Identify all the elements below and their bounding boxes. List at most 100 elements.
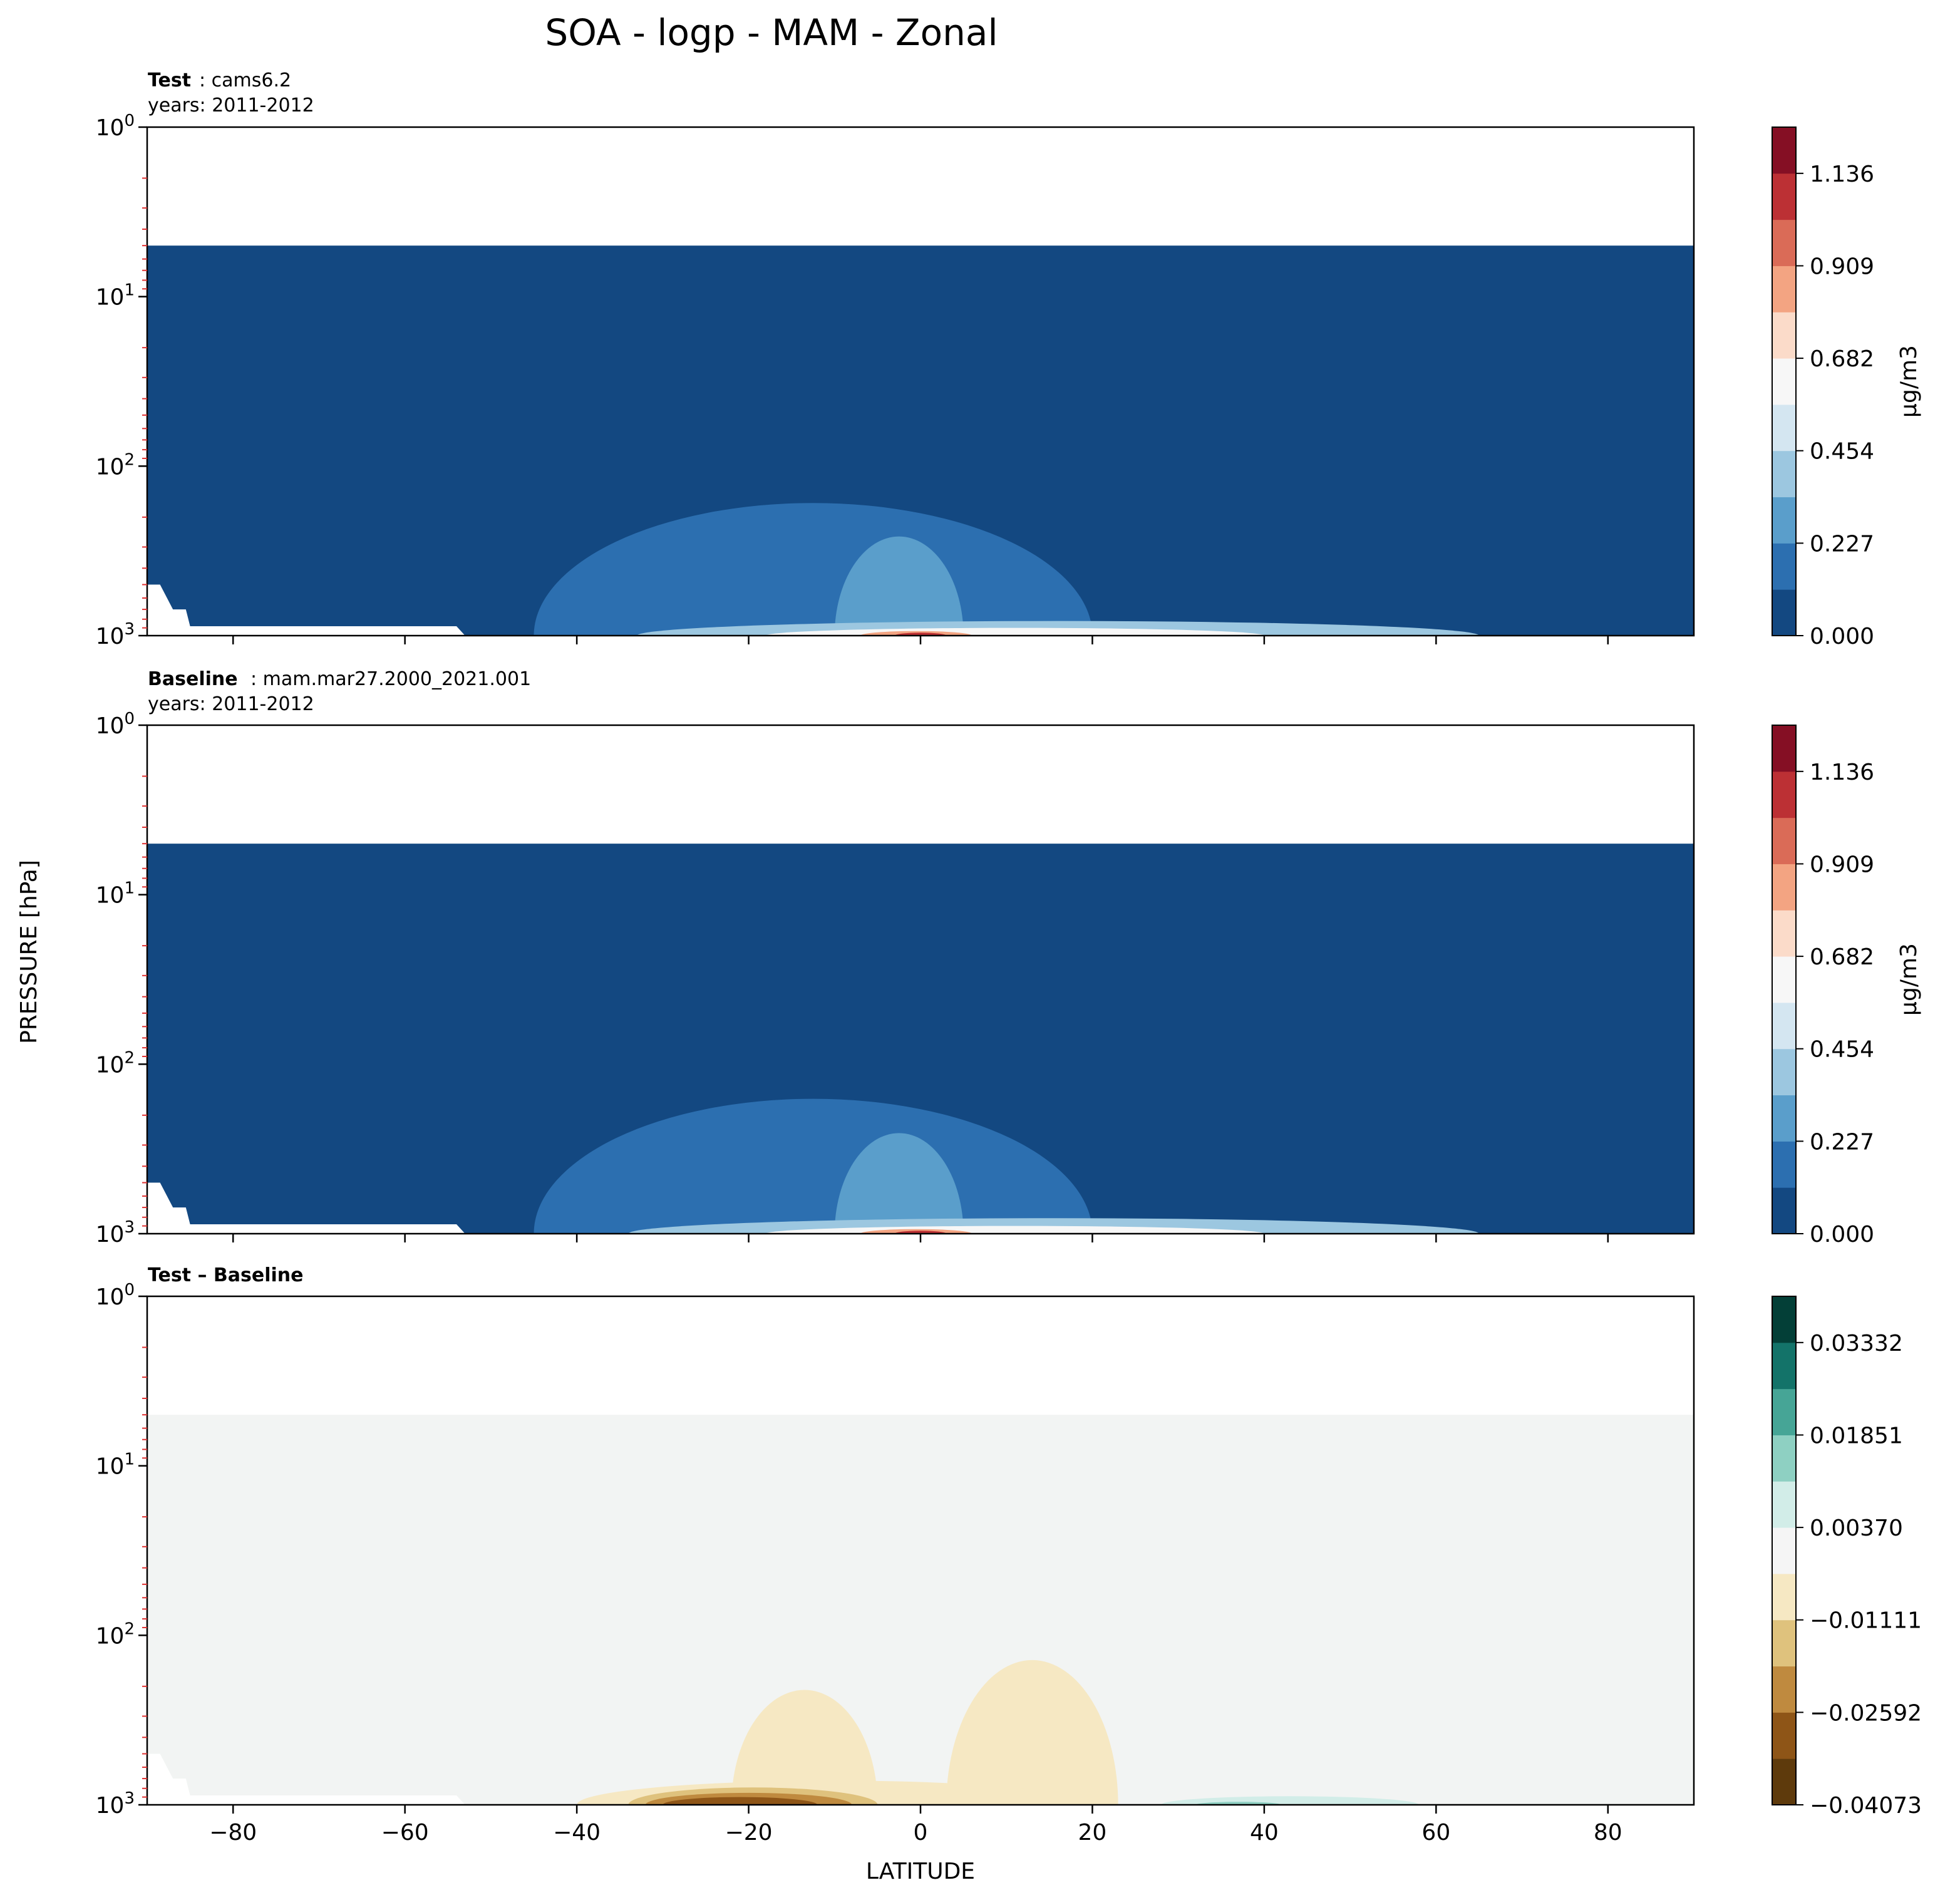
y-tick-label: 103	[96, 1218, 135, 1247]
colorbar: 0.000 0.227 0.454 0.682 0.909 1.136 μg/m3	[1772, 725, 1922, 1247]
colorbar-label: μg/m3	[1896, 943, 1922, 1016]
y-axis: 100 101 102 103	[96, 111, 147, 649]
colorbar-segment	[1772, 219, 1796, 266]
x-tick-label: −80	[209, 1820, 257, 1846]
colorbar-segment	[1772, 543, 1796, 590]
colorbar-segment	[1772, 1187, 1796, 1234]
contour-region	[663, 1797, 818, 1805]
colorbar-segment	[1772, 589, 1796, 636]
plot-area	[147, 844, 1694, 1234]
y-tick-label: 102	[96, 1048, 135, 1078]
y-tick-label: 102	[96, 1619, 135, 1649]
colorbar-segment	[1772, 956, 1796, 1003]
panel-subtitle: years: 2011-2012	[148, 693, 314, 715]
colorbar-segment	[1772, 1048, 1796, 1096]
colorbar-tick-label: 0.227	[1810, 531, 1874, 557]
colorbar-tick-label: −0.02592	[1810, 1700, 1922, 1726]
y-axis: 100 101 102 103	[96, 1281, 147, 1819]
colorbar-segment	[1772, 725, 1796, 772]
colorbar-segment	[1772, 1002, 1796, 1050]
x-tick-label: 40	[1250, 1820, 1279, 1846]
surface-mask	[147, 1753, 465, 1805]
colorbar-segment	[1772, 1481, 1796, 1528]
colorbar-segment	[1772, 864, 1796, 911]
colorbar-segment	[1772, 127, 1796, 174]
panel-title-bold: Baseline	[148, 668, 238, 690]
colorbar-segment	[1772, 817, 1796, 864]
x-axis: −80 −60 −40 −20 0 20 40 60 80	[209, 1805, 1622, 1846]
panel-subtitle: years: 2011-2012	[148, 95, 314, 116]
x-axis	[232, 1234, 1609, 1242]
colorbar-frame	[1772, 725, 1797, 1234]
colorbar-tick-label: 1.136	[1810, 760, 1874, 785]
colorbar-tick-label: −0.01111	[1810, 1608, 1922, 1634]
colorbar-segment	[1772, 312, 1796, 359]
colorbar-tick-label: 0.03332	[1810, 1331, 1903, 1356]
x-tick-label: 60	[1421, 1820, 1450, 1846]
y-tick-label: 100	[96, 710, 135, 739]
colorbar-segment	[1772, 1619, 1796, 1667]
panel-title-bold: Test	[148, 70, 191, 91]
y-axis-label: PRESSURE [hPa]	[16, 860, 42, 1044]
colorbar-segment	[1772, 1712, 1796, 1759]
plot-area	[147, 245, 1694, 636]
colorbar-segment	[1772, 1666, 1796, 1713]
y-tick-label: 103	[96, 1789, 135, 1819]
colorbar-segment	[1772, 1435, 1796, 1482]
y-axis: 100 101 102 103	[96, 710, 147, 1247]
colorbar-tick-label: 0.227	[1810, 1129, 1874, 1155]
x-tick-label: 20	[1078, 1820, 1107, 1846]
colorbar-segment	[1772, 771, 1796, 818]
contour-region	[834, 1133, 964, 1234]
colorbar-segment	[1772, 1758, 1796, 1805]
colorbar-segment	[1772, 358, 1796, 405]
y-tick-label: 101	[96, 879, 135, 909]
contour-region	[946, 1660, 1118, 1805]
x-tick-label: 0	[914, 1820, 928, 1846]
colorbar-tick-label: 0.682	[1810, 944, 1874, 970]
x-tick-label: −20	[725, 1820, 773, 1846]
colorbar-tick-label: 1.136	[1810, 162, 1874, 187]
x-axis-label: LATITUDE	[866, 1859, 975, 1884]
colorbar-segment	[1772, 404, 1796, 452]
colorbar-segment	[1772, 173, 1796, 220]
figure-title: SOA - logp - MAM - Zonal	[545, 11, 998, 54]
contour-region	[731, 1690, 878, 1805]
colorbar-segment	[1772, 1095, 1796, 1142]
x-axis	[232, 636, 1609, 644]
y-tick-label: 102	[96, 450, 135, 480]
colorbar-tick-label: 0.909	[1810, 852, 1874, 877]
colorbar-tick-label: 0.00370	[1810, 1515, 1903, 1541]
colorbar-tick-label: 0.909	[1810, 254, 1874, 279]
panel-difference: Test – Baseline 100 101 102 103 −80 −60 −40 −2…	[96, 1264, 1922, 1846]
panel-title-rest: : cams6.2	[199, 70, 291, 91]
panel-baseline: Baseline : mam.mar27.2000_2021.001 years…	[96, 668, 1922, 1247]
colorbar-segment	[1772, 266, 1796, 312]
colorbar-segment	[1772, 450, 1796, 498]
colorbar-frame	[1772, 126, 1797, 636]
surface-mask	[147, 584, 465, 636]
plot-area	[147, 1415, 1694, 1805]
colorbar-segment	[1772, 1296, 1796, 1343]
colorbar-tick-label: −0.04073	[1810, 1793, 1922, 1819]
colorbar-segment	[1772, 1342, 1796, 1390]
y-tick-label: 101	[96, 1450, 135, 1480]
x-tick-label: −60	[381, 1820, 429, 1846]
colorbar-tick-label: 0.682	[1810, 346, 1874, 372]
x-tick-label: 80	[1594, 1820, 1622, 1846]
colorbar-tick-label: 0.01851	[1810, 1423, 1903, 1448]
colorbar: 0.000 0.227 0.454 0.682 0.909 1.136 μg/m3	[1772, 126, 1922, 649]
y-tick-label: 103	[96, 620, 135, 649]
panel-title-bold: Test – Baseline	[148, 1264, 304, 1286]
x-tick-label: −40	[553, 1820, 601, 1846]
colorbar-tick-label: 0.454	[1810, 439, 1874, 465]
colorbar-segment	[1772, 1388, 1796, 1435]
colorbar-label: μg/m3	[1896, 345, 1922, 418]
panel-title-rest: : mam.mar27.2000_2021.001	[250, 668, 531, 690]
colorbar-tick-label: 0.454	[1810, 1037, 1874, 1063]
y-tick-label: 100	[96, 1281, 135, 1310]
colorbar-segment	[1772, 1141, 1796, 1188]
panel-test: Test : cams6.2 years: 2011-2012 10010110…	[96, 70, 1922, 649]
y-tick-label: 101	[96, 281, 135, 311]
